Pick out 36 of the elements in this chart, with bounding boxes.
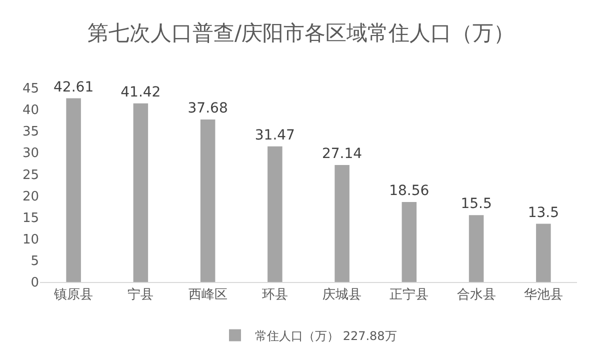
data-label: 27.14 (322, 146, 362, 162)
chart-title: 第七次人口普查/庆阳市各区域常住人口（万） (87, 21, 515, 46)
y-tick-label: 45 (22, 82, 39, 97)
bar (133, 103, 148, 282)
bar (66, 98, 81, 282)
y-tick-label: 40 (22, 103, 39, 118)
legend-label: 常住人口（万） 227.88万 (255, 328, 397, 343)
x-tick-label: 宁县 (128, 286, 154, 303)
data-label: 18.56 (389, 182, 430, 199)
data-label: 13.5 (528, 204, 560, 221)
data-label: 37.68 (188, 100, 228, 117)
y-tick-label: 15 (22, 210, 39, 226)
x-tick-label: 镇原县 (53, 288, 94, 303)
bar (268, 146, 282, 282)
y-tick-label: 30 (22, 146, 39, 162)
y-tick-label: 0 (30, 276, 39, 291)
bar (200, 120, 216, 282)
x-tick-label: 合水县 (456, 288, 496, 303)
data-label: 31.47 (254, 127, 295, 144)
x-tick-label: 正宁县 (390, 286, 429, 303)
y-tick-label: 10 (22, 232, 39, 248)
x-tick-label: 华池县 (524, 288, 563, 303)
x-tick-label: 环县 (262, 288, 288, 303)
bar (334, 165, 350, 282)
data-label: 15.5 (460, 196, 492, 212)
x-tick-label: 西峰区 (188, 288, 228, 303)
bar (402, 202, 417, 282)
data-label: 41.42 (120, 84, 161, 100)
y-tick-label: 35 (22, 124, 39, 140)
bar (468, 215, 484, 282)
x-tick-label: 庆城县 (322, 288, 362, 303)
y-tick-label: 20 (22, 189, 39, 204)
y-tick-label: 5 (30, 254, 39, 269)
data-label: 42.61 (54, 79, 94, 96)
bar (536, 224, 551, 282)
y-tick-label: 25 (22, 168, 39, 183)
